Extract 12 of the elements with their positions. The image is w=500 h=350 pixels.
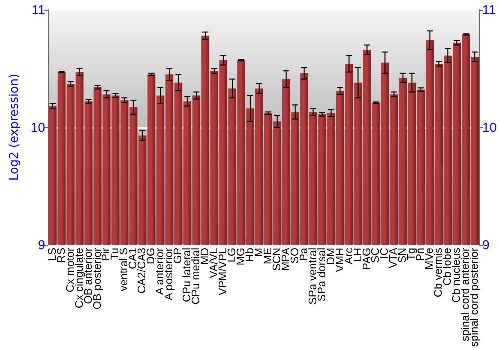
x-tick-label: SCN <box>271 248 284 272</box>
y2-tick-label: 10 <box>482 120 498 135</box>
x-tick-label: A posterior <box>164 248 176 301</box>
y-tick-label: 10 <box>30 120 46 135</box>
x-tick-label: Tg <box>406 248 418 261</box>
y-axis-title: Log2 (expression) <box>7 74 21 181</box>
y2-tick-label: 9 <box>482 237 490 252</box>
y-tick-label: 11 <box>32 2 46 18</box>
y2-tick-label: 11 <box>482 2 496 18</box>
y-tick-label: 9 <box>38 237 46 252</box>
x-tick-label: spinal cord posterior <box>469 248 482 348</box>
x-tick-label: RS <box>56 248 68 264</box>
